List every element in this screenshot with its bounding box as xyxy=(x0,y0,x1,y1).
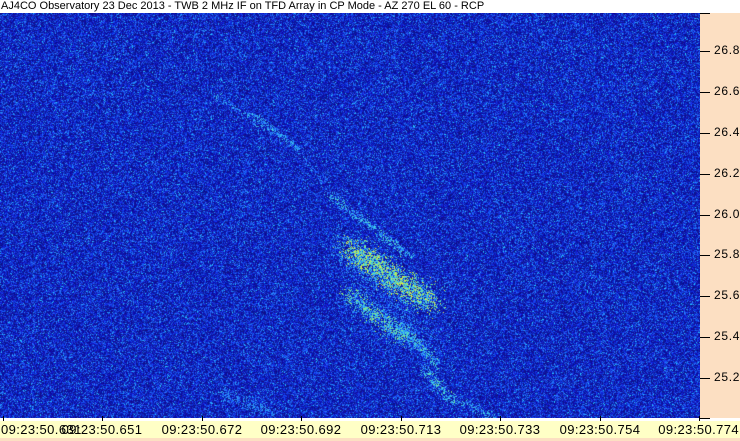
freq-tick xyxy=(700,296,710,297)
freq-tick xyxy=(700,255,710,256)
time-tick xyxy=(202,416,203,421)
freq-tick-label: 25.6 xyxy=(714,288,740,302)
freq-tick-label: 26.2 xyxy=(714,166,740,180)
time-tick-label: 09:23:50.713 xyxy=(360,422,442,437)
freq-tick-label: 26.6 xyxy=(714,84,740,98)
freq-tick-label: 26.8 xyxy=(714,43,740,57)
time-tick xyxy=(401,416,402,421)
time-tick-label: 09:23:50.692 xyxy=(260,422,342,437)
freq-tick xyxy=(700,174,710,175)
freq-tick-label: 26.4 xyxy=(714,125,740,139)
time-tick-label: 09:23:50.733 xyxy=(459,422,541,437)
freq-tick xyxy=(700,13,710,14)
plot-title: AJ4CO Observatory 23 Dec 2013 - TWB 2 MH… xyxy=(1,0,485,12)
freq-tick-label: 25.8 xyxy=(714,247,740,261)
freq-tick-label: 25.4 xyxy=(714,329,740,343)
freq-tick xyxy=(700,378,710,379)
freq-tick xyxy=(700,133,710,134)
time-tick xyxy=(102,416,103,421)
freq-tick xyxy=(700,215,710,216)
freq-tick xyxy=(700,418,710,419)
bottom-margin xyxy=(0,438,740,441)
time-tick xyxy=(3,416,4,421)
title-bar: AJ4CO Observatory 23 Dec 2013 - TWB 2 MH… xyxy=(0,0,740,13)
time-tick-label: 09:23:50.651 xyxy=(61,422,143,437)
freq-tick xyxy=(700,51,710,52)
time-tick xyxy=(500,416,501,421)
freq-tick-label: 25.2 xyxy=(714,370,740,384)
time-tick-label: 09:23:50.774 xyxy=(658,422,739,437)
time-tick-label: 09:23:50.672 xyxy=(161,422,243,437)
freq-tick xyxy=(700,337,710,338)
time-tick-label: 09:23:50.631 xyxy=(1,422,82,437)
time-tick-label: 09:23:50.754 xyxy=(559,422,641,437)
time-tick xyxy=(699,416,700,421)
time-tick xyxy=(600,416,601,421)
time-tick xyxy=(301,416,302,421)
freq-tick xyxy=(700,92,710,93)
spectrogram-canvas xyxy=(0,13,700,418)
freq-tick-label: 26.0 xyxy=(714,207,740,221)
separator-row xyxy=(0,418,740,421)
time-axis xyxy=(0,421,740,438)
